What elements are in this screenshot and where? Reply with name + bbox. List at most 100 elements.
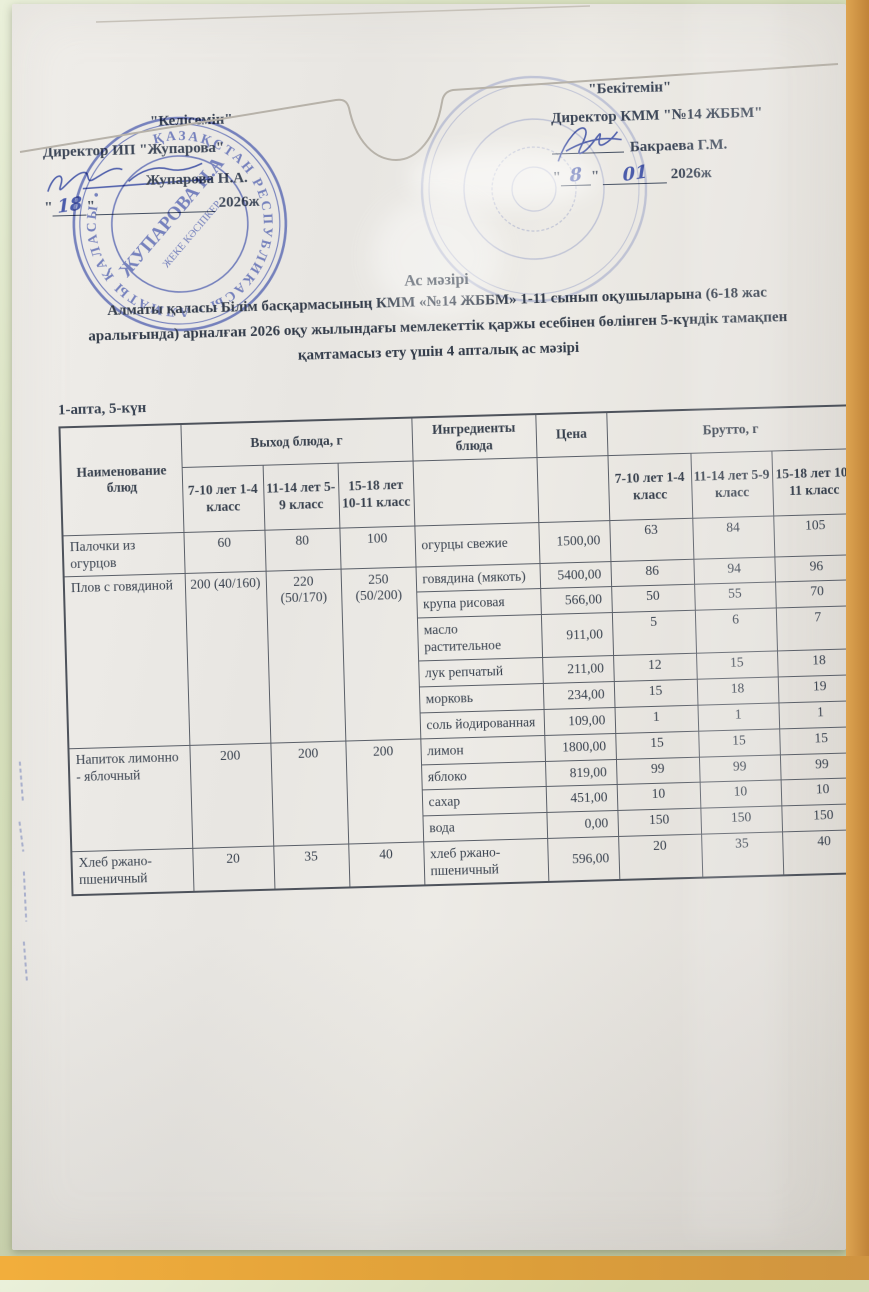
brutto-cell: 15 — [698, 728, 780, 757]
ingredient-cell: крупа рисовая — [416, 588, 541, 619]
portion-cell: 60 — [183, 529, 266, 573]
ingredient-cell: масло растительное — [416, 614, 543, 661]
price-cell: 211,00 — [542, 655, 614, 684]
portion-cell: 100 — [339, 525, 416, 569]
price-cell: 234,00 — [542, 681, 615, 710]
brutto-cell: 150 — [617, 808, 702, 837]
brutto-cell: 15 — [615, 730, 699, 760]
col-header-output: Выход блюда, г — [180, 417, 413, 468]
price-cell: 451,00 — [545, 784, 618, 813]
price-cell: 109,00 — [543, 707, 616, 736]
price-cell: 596,00 — [547, 836, 620, 882]
brutto-cell: 35 — [701, 832, 784, 878]
price-cell: 1500,00 — [538, 520, 611, 564]
dish-name-cell: Плов с говядиной — [63, 572, 190, 749]
menu-table: Наименование блюд Выход блюда, г Ингреди… — [58, 404, 869, 897]
brutto-cell: 10 — [616, 782, 701, 811]
portion-cell: 80 — [264, 527, 341, 571]
col-header-name: Наименование блюд — [59, 424, 184, 536]
frame-edge-bottom — [0, 1256, 869, 1280]
brutto-cell: 99 — [615, 756, 700, 785]
portion-cell: 250 (50/200) — [340, 566, 421, 741]
menu-table-body: Палочки из огурцов 60 80 100 огурцы свежие 15… — [62, 513, 868, 896]
age-col-header: 15-18 лет 10-11 класс — [771, 448, 858, 516]
portion-cell: 200 — [270, 740, 349, 847]
right-signer-name: Бакраева Г.М. — [629, 136, 728, 156]
ingredient-cell: сахар — [421, 786, 547, 817]
dish-name-cell: Напиток лимонно - яблочный — [68, 745, 193, 852]
ingredient-cell: яблоко — [421, 760, 546, 791]
handwritten-day-right: 8 — [569, 163, 583, 187]
col-header-brutto: Брутто, г — [606, 405, 856, 456]
col-header-ingredients: Ингредиенты блюда — [411, 414, 537, 461]
portion-cell: 20 — [192, 846, 275, 892]
portion-cell: 40 — [348, 842, 425, 888]
age-col-header: 15-18 лет 10-11 класс — [337, 460, 415, 528]
brutto-cell: 6 — [694, 608, 778, 654]
right-year: 2026ж — [670, 165, 712, 183]
age-col-header: 7-10 лет 1-4 класс — [607, 453, 693, 521]
brutto-cell: 99 — [698, 754, 781, 783]
ingredient-cell: лимон — [420, 735, 546, 765]
brutto-cell: 150 — [700, 806, 783, 835]
brutto-cell: 86 — [610, 558, 695, 587]
portion-cell: 200 — [345, 738, 424, 845]
handwritten-month-right: 01 — [622, 161, 648, 187]
handwritten-day-left: 18 — [56, 193, 83, 218]
brutto-cell: 5 — [611, 610, 697, 656]
price-cell: 819,00 — [545, 759, 617, 787]
right-signature-row: Бакраева Г.М. — [551, 127, 823, 164]
right-date-line: " 8 " 01 2026ж — [552, 161, 823, 196]
week-day-label: 1-апта, 5-күн — [57, 399, 147, 419]
age-col-header: 7-10 лет 1-4 класс — [181, 465, 265, 533]
portion-cell: 200 (40/160) — [184, 570, 271, 746]
dish-name-cell: Хлеб ржано-пшеничный — [71, 848, 194, 896]
brutto-cell: 55 — [694, 582, 776, 611]
price-cell: 5400,00 — [539, 561, 612, 589]
age-col-header: 11-14 лет 5-9 класс — [690, 450, 774, 519]
col-header-price: Цена — [535, 412, 608, 458]
brutto-cell: 1 — [614, 704, 699, 734]
price-cell: 911,00 — [540, 612, 614, 658]
brutto-cell: 63 — [609, 518, 694, 562]
approval-block-left: "Келісемін" Директор ИП "Жупарова" Жупар… — [42, 108, 355, 224]
portion-cell: 200 — [189, 742, 274, 849]
ingredient-cell: говядина (мякоть) — [415, 563, 541, 593]
brutto-cell: 94 — [693, 556, 776, 585]
brutto-cell: 10 — [699, 780, 782, 809]
price-cell: 0,00 — [546, 810, 619, 839]
brutto-cell: 12 — [613, 653, 697, 682]
price-cell: 1800,00 — [544, 733, 616, 761]
ingredient-cell: морковь — [418, 683, 544, 713]
ingredient-cell: лук репчатый — [418, 657, 543, 687]
left-director-line: Директор ИП "Жупарова" — [42, 139, 225, 161]
agree-word: "Келісемін" — [149, 111, 233, 130]
edge-ink-marks — [18, 761, 28, 982]
blank-header-cell — [412, 457, 539, 526]
dish-name-cell: Палочки из огурцов — [62, 532, 185, 577]
ingredient-cell: вода — [422, 812, 548, 843]
approve-word: "Бекітемін" — [588, 79, 672, 98]
brutto-cell: 84 — [692, 515, 775, 559]
brutto-cell: 18 — [696, 676, 779, 705]
brutto-cell: 1 — [697, 702, 780, 731]
right-director-line: Директор КММ "№14 ЖББМ" — [550, 104, 763, 127]
blank-header-cell — [536, 455, 610, 523]
ingredient-cell: хлеб ржано-пшеничный — [423, 838, 549, 886]
price-cell: 566,00 — [540, 586, 612, 615]
ingredient-cell: огурцы свежие — [414, 522, 540, 567]
ingredient-cell: соль йодированная — [419, 709, 545, 739]
portion-cell: 220 (50/170) — [265, 568, 346, 743]
brutto-cell: 50 — [611, 584, 695, 613]
brutto-cell: 20 — [618, 834, 703, 880]
age-col-header: 11-14 лет 5-9 класс — [262, 462, 340, 530]
left-signer-name: Жупарова Н.А. — [145, 170, 248, 189]
brutto-cell: 15 — [613, 679, 698, 708]
quote-mark: " — [590, 168, 600, 185]
frame-edge-right — [846, 0, 869, 1280]
approval-block-right: "Бекітемін" Директор КММ "№14 ЖББМ" Бакр… — [550, 75, 823, 195]
left-year: 2026ж — [218, 193, 260, 211]
brutto-cell: 15 — [696, 650, 778, 680]
